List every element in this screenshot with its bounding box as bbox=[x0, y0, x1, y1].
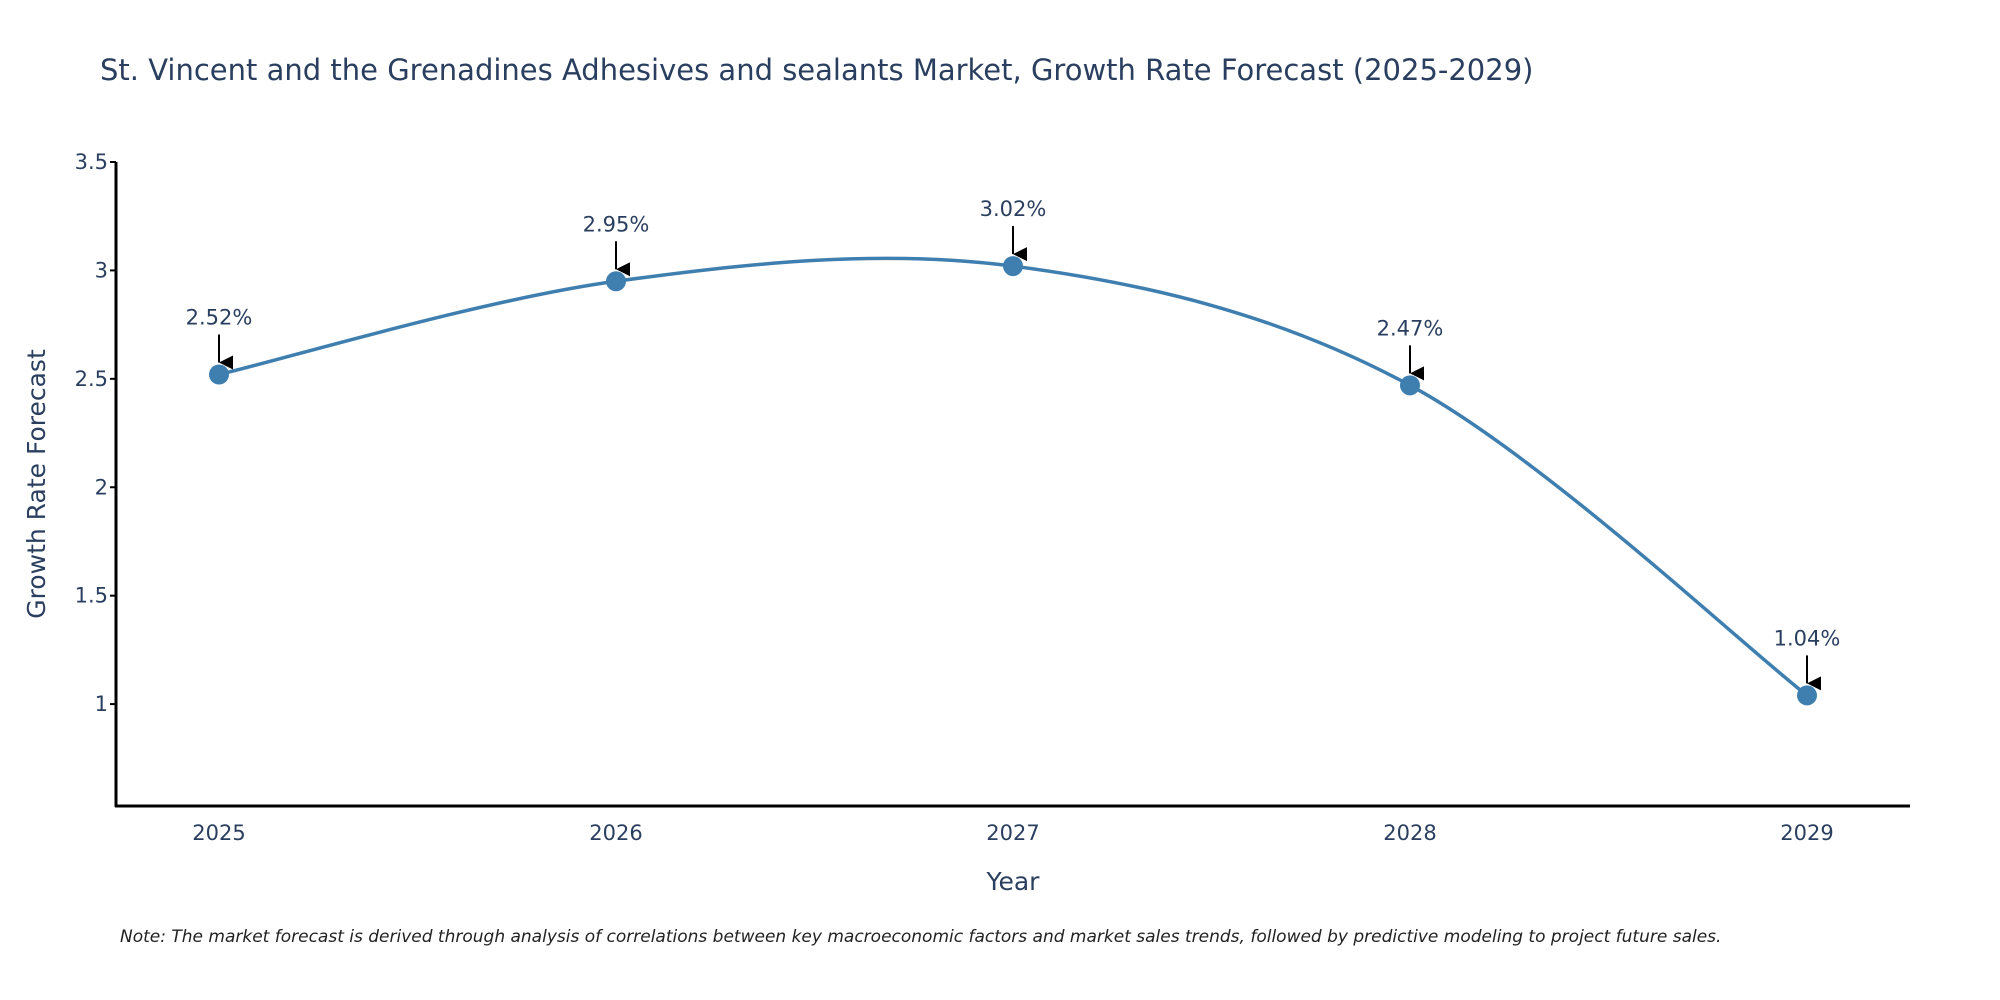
y-axis-label: Growth Rate Forecast bbox=[22, 349, 51, 619]
chart-title: St. Vincent and the Grenadines Adhesives… bbox=[100, 53, 1533, 87]
x-tick-label: 2026 bbox=[589, 821, 642, 845]
series-group bbox=[209, 256, 1817, 706]
y-tick-label: 1 bbox=[95, 692, 108, 716]
data-label: 2.95% bbox=[583, 212, 650, 236]
x-tick-label: 2029 bbox=[1780, 821, 1833, 845]
y-tick-label: 3 bbox=[95, 258, 108, 282]
data-label: 1.04% bbox=[1774, 626, 1841, 650]
data-label: 2.52% bbox=[186, 305, 253, 329]
x-axis-label: Year bbox=[986, 867, 1041, 896]
series-line bbox=[218, 256, 1809, 697]
y-tick-label: 1.5 bbox=[75, 584, 108, 608]
data-point bbox=[1797, 685, 1817, 706]
y-tick-label: 3.5 bbox=[75, 150, 108, 174]
annotations-group: 2.52% 2.95% 3.02% 2.47% 1.04% bbox=[186, 197, 1841, 691]
data-point bbox=[606, 271, 626, 292]
data-point bbox=[209, 364, 229, 385]
data-point bbox=[1400, 375, 1420, 396]
x-tick-label: 2027 bbox=[986, 821, 1039, 845]
data-label: 3.02% bbox=[980, 197, 1047, 221]
data-label: 2.47% bbox=[1377, 316, 1444, 340]
chart-note: Note: The market forecast is derived thr… bbox=[120, 927, 1721, 947]
x-tick-label: 2025 bbox=[192, 821, 245, 845]
y-axis: 1 1.5 2 2.5 3 3.5 bbox=[75, 150, 118, 807]
x-tick-label: 2028 bbox=[1383, 821, 1436, 845]
data-point bbox=[1003, 256, 1023, 277]
y-tick-label: 2 bbox=[95, 475, 108, 499]
x-axis: 2025 2026 2027 2028 2029 bbox=[115, 804, 1910, 845]
y-tick-label: 2.5 bbox=[75, 367, 108, 391]
